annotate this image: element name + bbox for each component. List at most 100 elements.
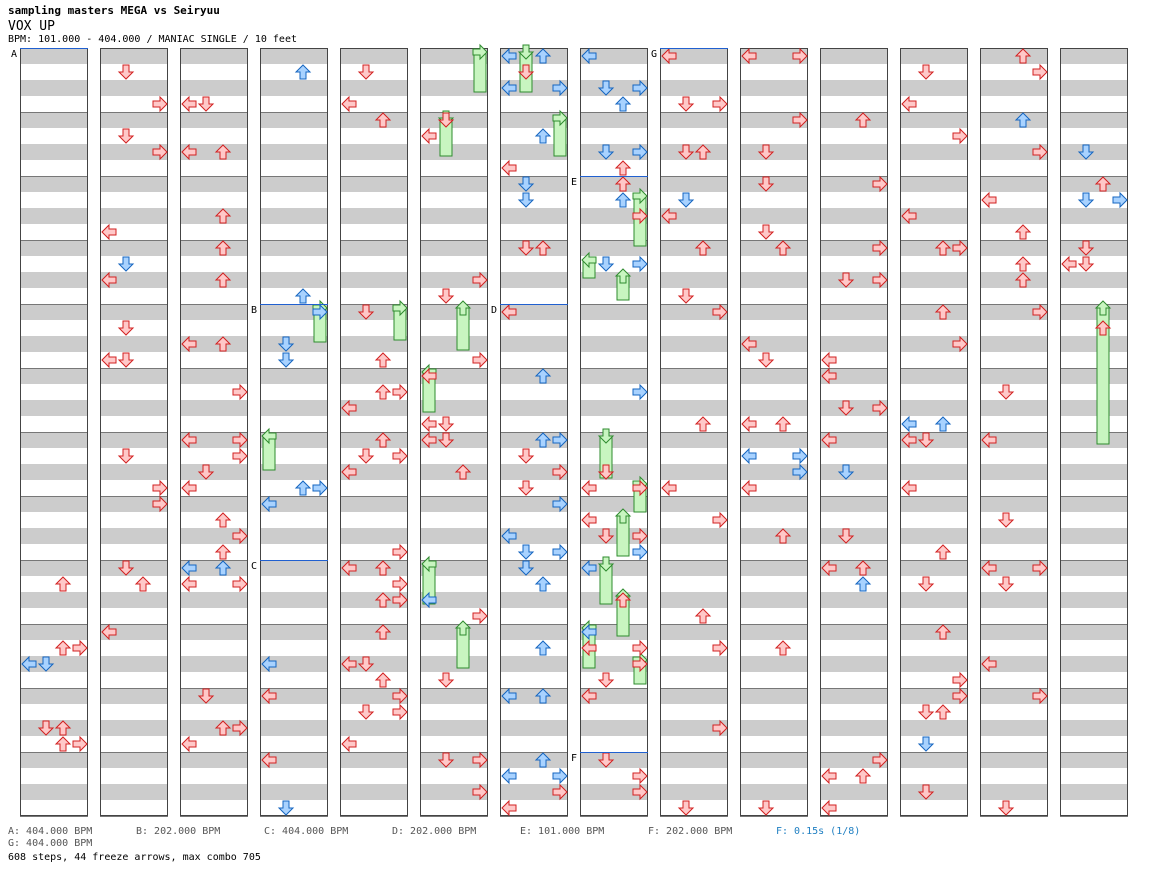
chart-column	[100, 48, 168, 817]
arrow-up-icon	[774, 640, 792, 656]
arrow-down-icon	[197, 96, 215, 112]
arrow-left-icon	[741, 47, 757, 65]
chart-column	[740, 48, 808, 817]
arrow-left-icon	[661, 47, 677, 65]
arrow-left-icon	[421, 367, 437, 385]
arrow-left-icon	[821, 431, 837, 449]
arrow-down-icon	[597, 672, 615, 688]
arrow-down-icon	[677, 288, 695, 304]
arrow-up-icon	[454, 464, 472, 480]
arrow-left-icon	[581, 623, 597, 641]
arrow-right-icon	[152, 479, 168, 497]
arrow-down-icon	[757, 176, 775, 192]
arrow-right-icon	[632, 655, 648, 673]
arrow-left-icon	[181, 431, 197, 449]
arrow-down-icon	[677, 144, 695, 160]
arrow-down-icon	[117, 560, 135, 576]
arrow-right-icon	[1112, 191, 1128, 209]
arrow-left-icon	[661, 479, 677, 497]
step-chart: A B C D E F G	[11, 43, 1128, 817]
arrow-right-icon	[152, 495, 168, 513]
arrow-left-icon	[501, 303, 517, 321]
arrow-up-icon	[934, 704, 952, 720]
arrow-left-icon	[501, 527, 517, 545]
arrow-right-icon	[712, 303, 728, 321]
arrow-right-icon	[552, 431, 568, 449]
arrow-left-icon	[821, 799, 837, 817]
arrow-right-icon	[472, 751, 488, 769]
arrow-down-icon	[517, 176, 535, 192]
arrow-right-icon	[632, 255, 648, 273]
arrow-left-icon	[901, 479, 917, 497]
arrow-left-icon	[501, 47, 517, 65]
arrow-left-icon	[101, 623, 117, 641]
arrow-right-icon	[392, 447, 408, 465]
arrow-up-icon	[694, 416, 712, 432]
arrow-right-icon	[792, 463, 808, 481]
arrow-up-icon	[374, 672, 392, 688]
arrow-right-icon	[392, 543, 408, 561]
arrow-left-icon	[581, 479, 597, 497]
arrow-right-icon	[632, 543, 648, 561]
arrow-left-icon	[821, 767, 837, 785]
arrow-right-icon	[632, 207, 648, 225]
arrow-right-icon	[312, 303, 328, 321]
arrow-right-icon	[552, 463, 568, 481]
arrow-down-icon	[917, 432, 935, 448]
chart-column	[980, 48, 1048, 817]
arrow-right-icon	[1032, 687, 1048, 705]
arrow-right-icon	[312, 479, 328, 497]
arrow-down-icon	[517, 560, 535, 576]
arrow-right-icon	[872, 399, 888, 417]
svg-text:F: F	[571, 753, 577, 764]
arrow-down-icon	[117, 128, 135, 144]
arrow-right-icon	[632, 783, 648, 801]
arrow-right-icon	[152, 143, 168, 161]
arrow-right-icon	[392, 575, 408, 593]
arrow-left-icon	[181, 735, 197, 753]
arrow-left-icon	[21, 655, 37, 673]
arrow-up-icon	[214, 544, 232, 560]
arrow-up-icon	[694, 608, 712, 624]
section-marker: C	[251, 560, 328, 572]
arrow-up-icon	[374, 560, 392, 576]
freeze-arrow-icon	[261, 427, 277, 471]
svg-text:C: C	[251, 561, 257, 572]
arrow-up-icon	[374, 432, 392, 448]
arrow-up-icon	[534, 48, 552, 64]
arrow-down-icon	[597, 528, 615, 544]
arrow-right-icon	[1032, 559, 1048, 577]
arrow-left-icon	[261, 655, 277, 673]
arrow-left-icon	[181, 575, 197, 593]
legend-bpm-g: G: 404.000 BPM	[8, 838, 93, 849]
arrow-right-icon	[72, 639, 88, 657]
legend-bpm-e: E: 101.000 BPM	[520, 826, 605, 837]
arrow-up-icon	[214, 144, 232, 160]
chart-column	[660, 48, 728, 817]
arrow-up-icon	[934, 304, 952, 320]
arrow-down-icon	[1077, 144, 1095, 160]
arrow-down-icon	[597, 464, 615, 480]
arrow-left-icon	[421, 127, 437, 145]
arrow-up-icon	[534, 688, 552, 704]
arrow-left-icon	[261, 495, 277, 513]
arrow-left-icon	[341, 95, 357, 113]
arrow-down-icon	[357, 304, 375, 320]
chart-column	[580, 48, 648, 817]
arrow-up-icon	[54, 576, 72, 592]
arrow-up-icon	[614, 160, 632, 176]
song-title: sampling masters MEGA vs Seiryuu	[8, 4, 220, 17]
arrow-down-icon	[197, 464, 215, 480]
arrow-right-icon	[872, 239, 888, 257]
arrow-left-icon	[581, 47, 597, 65]
arrow-left-icon	[581, 687, 597, 705]
arrow-right-icon	[392, 687, 408, 705]
arrow-up-icon	[534, 576, 552, 592]
arrow-down-icon	[517, 448, 535, 464]
freeze-arrow-icon	[597, 556, 615, 605]
arrow-up-icon	[1094, 176, 1112, 192]
arrow-down-icon	[997, 800, 1015, 816]
arrow-right-icon	[72, 735, 88, 753]
arrow-right-icon	[472, 271, 488, 289]
arrow-down-icon	[517, 544, 535, 560]
